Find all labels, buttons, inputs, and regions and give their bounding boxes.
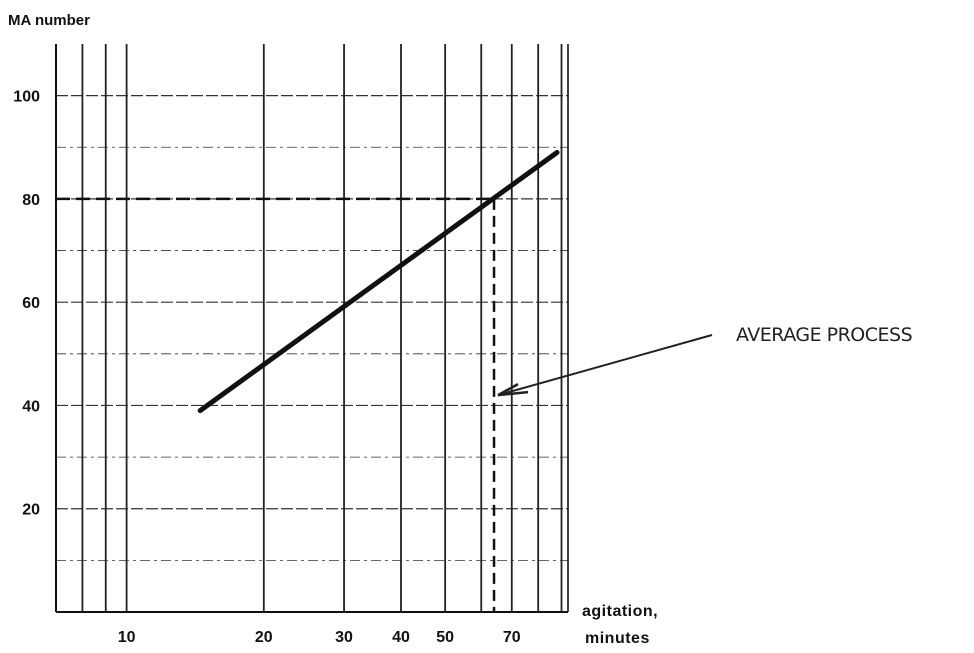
reference-lines (56, 197, 496, 612)
y-tick-labels: 20 40 60 80 100 (13, 89, 40, 519)
y-tick-label: 100 (13, 89, 40, 106)
x-tick-label: 40 (392, 629, 410, 646)
x-tick-label: 70 (503, 629, 521, 646)
grid (56, 44, 568, 612)
x-tick-labels: 10 20 30 40 50 70 (118, 629, 521, 646)
annotation-arrow (497, 334, 713, 397)
annotation-group: AVERAGE PROCESS (497, 324, 913, 397)
annotation-average-process: AVERAGE PROCESS (736, 324, 912, 346)
x-axis-label-line2: minutes (585, 630, 650, 647)
x-tick-label: 30 (335, 629, 353, 646)
series-group (197, 149, 560, 414)
x-tick-label: 20 (255, 629, 273, 646)
x-tick-label: 50 (436, 629, 454, 646)
y-tick-label: 40 (22, 398, 40, 415)
y-tick-label: 20 (22, 502, 40, 519)
series-line (197, 149, 560, 414)
x-axis-label-line1: agitation, (582, 603, 658, 620)
annotation-arrowhead (497, 383, 529, 397)
y-tick-label: 80 (22, 192, 40, 209)
x-tick-label: 10 (118, 629, 136, 646)
y-tick-label: 60 (22, 295, 40, 312)
axes (55, 44, 569, 613)
y-axis-label: MA number (8, 12, 90, 29)
